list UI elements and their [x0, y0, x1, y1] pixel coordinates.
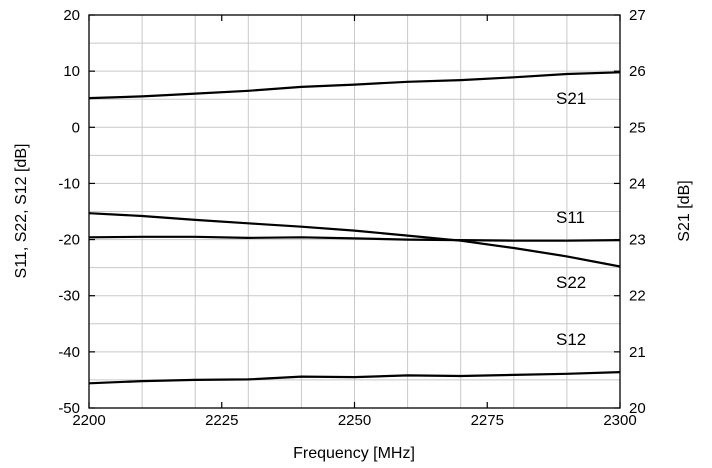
y-left-tick-label: -10	[58, 175, 80, 192]
series-label-s21: S21	[556, 89, 586, 108]
x-tick-label: 2300	[603, 412, 636, 429]
x-tick-label: 2200	[72, 412, 105, 429]
series-label-s12: S12	[556, 330, 586, 349]
y-right-tick-label: 27	[629, 7, 646, 24]
y-right-tick-label: 23	[629, 232, 646, 249]
y-right-tick-label: 20	[629, 400, 646, 417]
series-line-s12	[88, 371, 621, 385]
series-line-s21	[88, 71, 621, 100]
y-left-tick-label: 20	[63, 7, 80, 24]
series-label-s11: S11	[556, 208, 585, 227]
y-right-tick-label: 25	[629, 119, 646, 136]
y-right-axis-label: S21 [dB]	[676, 180, 693, 241]
y-left-tick-label: -50	[58, 400, 80, 417]
x-tick-label: 2275	[471, 412, 504, 429]
series-line-s22	[88, 212, 621, 268]
y-left-tick-label: -20	[58, 232, 80, 249]
series-line-s11	[88, 235, 621, 242]
ticks: 2200 2225 2250 2275 230020100-10-20-30-40-50…	[58, 7, 645, 429]
y-right-tick-label: 24	[629, 175, 646, 192]
y-right-tick-label: 21	[629, 344, 646, 361]
y-left-tick-label: -30	[58, 288, 80, 305]
x-axis-label: Frequency [MHz]	[293, 445, 415, 462]
series-label-s22: S22	[556, 273, 586, 292]
y-left-axis-label: S11, S22, S12 [dB]	[13, 144, 30, 279]
x-tick-label: 2250	[338, 412, 371, 429]
x-tick-label: 2225	[205, 412, 238, 429]
y-left-tick-label: -40	[58, 344, 80, 361]
y-right-tick-label: 22	[629, 288, 646, 305]
y-left-tick-label: 0	[72, 119, 80, 136]
grid	[89, 15, 620, 408]
series-lines	[88, 71, 621, 385]
y-right-tick-label: 26	[629, 63, 646, 80]
y-left-tick-label: 10	[63, 63, 80, 80]
